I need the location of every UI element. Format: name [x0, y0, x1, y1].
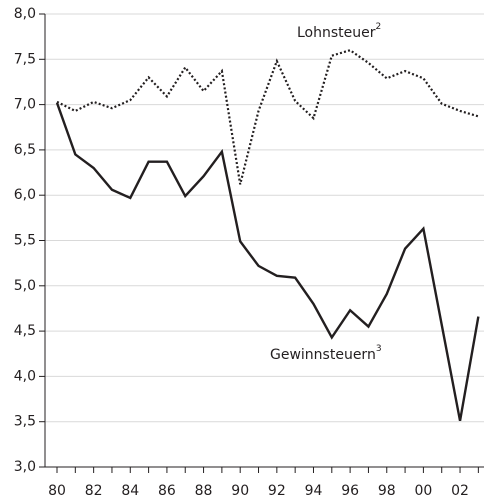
y-tick-label: 6,5 — [14, 142, 36, 158]
x-tick-label: 00 — [414, 483, 432, 499]
x-tick-label: 90 — [231, 483, 249, 499]
x-tick-label: 96 — [341, 483, 359, 499]
x-tick-label: 84 — [121, 483, 139, 499]
x-tick-label: 80 — [48, 483, 66, 499]
x-tick-label: 92 — [268, 483, 286, 499]
y-tick-label: 7,0 — [14, 97, 36, 113]
x-tick-label: 82 — [85, 483, 103, 499]
y-tick-label: 3,5 — [14, 414, 36, 430]
y-tick-label: 5,0 — [14, 278, 36, 294]
series-annotation: Lohnsteuer2 — [297, 22, 381, 42]
x-tick-label: 86 — [158, 483, 176, 499]
annotation-note: 3 — [376, 344, 382, 354]
annotation-text: Lohnsteuer — [297, 25, 376, 41]
x-tick-label: 94 — [305, 483, 323, 499]
y-tick-label: 5,5 — [14, 233, 36, 249]
y-tick-label: 3,0 — [14, 459, 36, 475]
series-annotation: Gewinnsteuern3 — [270, 344, 382, 364]
x-tick-label: 88 — [195, 483, 213, 499]
annotation-text: Gewinnsteuern — [270, 347, 376, 363]
y-tick-label: 7,5 — [14, 51, 36, 67]
x-tick-label: 98 — [378, 483, 396, 499]
data-line — [55, 102, 480, 422]
y-tick-label: 6,0 — [14, 187, 36, 203]
annotation-note: 2 — [376, 22, 382, 32]
y-tick-label: 4,5 — [14, 323, 36, 339]
y-tick-label: 4,0 — [14, 368, 36, 384]
y-tick-label: 8,0 — [14, 6, 36, 22]
data-line — [56, 49, 479, 185]
x-tick-label: 02 — [451, 483, 469, 499]
